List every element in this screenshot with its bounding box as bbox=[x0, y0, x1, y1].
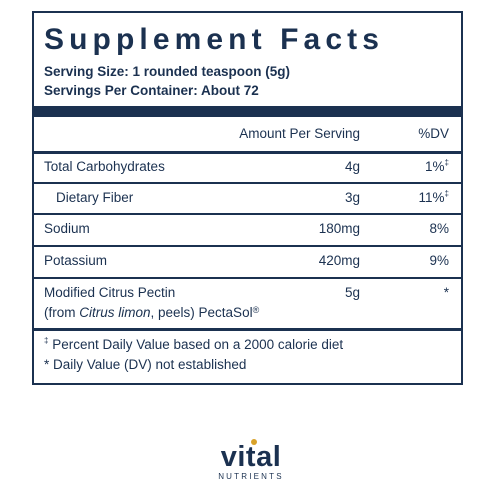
source-prefix: (from bbox=[44, 305, 80, 320]
nutrient-amount: 420mg bbox=[318, 253, 360, 268]
logo-wordmark: vital bbox=[220, 441, 282, 473]
dv-value: 9% bbox=[429, 253, 449, 268]
footnote-percent-dv: ‡ Percent Daily Value based on a 2000 ca… bbox=[44, 336, 343, 354]
nutrient-source-note: (from Citrus limon, peels) PectaSol® bbox=[44, 304, 259, 322]
nutrient-name: Modified Citrus Pectin bbox=[44, 285, 176, 300]
nutrient-dv: 1%‡ bbox=[425, 158, 449, 176]
nutrient-name: Dietary Fiber bbox=[56, 190, 134, 205]
logo-accent-dot bbox=[251, 439, 257, 445]
header-daily-value: %DV bbox=[418, 126, 449, 141]
source-species: Citrus limon bbox=[79, 305, 151, 320]
logo-tagline: NUTRIENTS bbox=[218, 472, 284, 481]
panel-title: Supplement Facts bbox=[44, 23, 384, 56]
row-divider bbox=[34, 182, 461, 184]
source-suffix: , peels) PectaSol bbox=[150, 305, 253, 320]
footnote-text: Percent Daily Value based on a 2000 calo… bbox=[48, 337, 344, 352]
footnote-dv-not-established: * Daily Value (DV) not established bbox=[44, 357, 247, 372]
nutrient-amount: 180mg bbox=[318, 221, 360, 236]
serving-size: Serving Size: 1 rounded teaspoon (5g) bbox=[44, 64, 291, 79]
dv-footnote-mark: ‡ bbox=[444, 158, 449, 167]
nutrient-name: Sodium bbox=[44, 221, 90, 236]
nutrient-amount: 3g bbox=[344, 190, 360, 205]
row-divider bbox=[34, 277, 461, 279]
thick-divider bbox=[34, 106, 461, 117]
nutrient-amount: 4g bbox=[344, 159, 360, 174]
registered-mark: ® bbox=[252, 305, 260, 315]
row-divider bbox=[34, 213, 461, 215]
dv-value: 11% bbox=[418, 190, 445, 205]
nutrient-dv: 11%‡ bbox=[419, 189, 449, 207]
nutrient-amount: 5g bbox=[344, 285, 360, 300]
nutrient-name: Total Carbohydrates bbox=[44, 159, 165, 174]
nutrient-dv: 8% bbox=[429, 220, 449, 238]
footer-divider bbox=[34, 328, 461, 331]
nutrient-dv: * bbox=[443, 285, 449, 300]
nutrient-name: Potassium bbox=[44, 253, 108, 268]
supplement-facts-panel: Supplement Facts Serving Size: 1 rounded… bbox=[32, 11, 463, 385]
header-amount-per-serving: Amount Per Serving bbox=[239, 126, 360, 141]
dv-value: 8% bbox=[429, 221, 449, 236]
nutrient-dv: 9% bbox=[429, 252, 449, 270]
dv-footnote-mark: ‡ bbox=[444, 189, 449, 198]
header-divider bbox=[34, 151, 461, 154]
servings-per-container: Servings Per Container: About 72 bbox=[44, 83, 259, 98]
dv-value: 1% bbox=[425, 159, 445, 174]
footnote-mark: ‡ bbox=[44, 336, 49, 345]
row-divider bbox=[34, 245, 461, 247]
vital-nutrients-logo: vital NUTRIENTS bbox=[206, 439, 296, 488]
